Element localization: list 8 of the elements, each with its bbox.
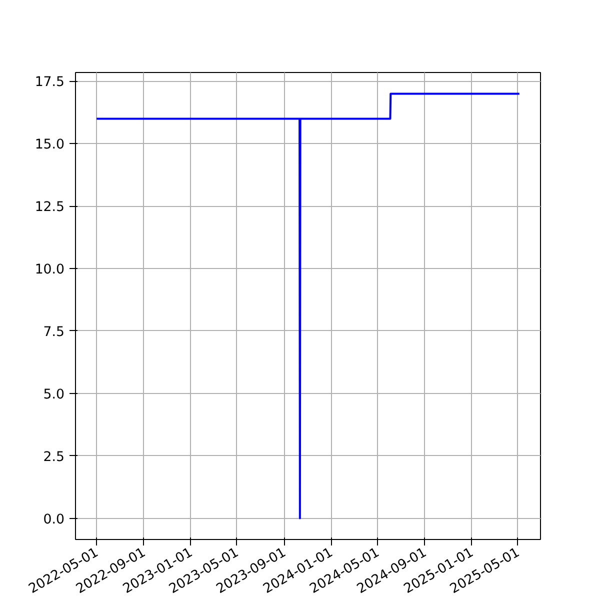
y-tick-label: 2.5 — [43, 450, 65, 465]
y-tick-label: 15.0 — [34, 138, 65, 153]
y-tick-label: 5.0 — [43, 387, 65, 402]
y-tick-label: 0.0 — [43, 512, 65, 528]
y-tick-label: 12.5 — [34, 200, 65, 216]
y-tick-label: 10.0 — [34, 262, 65, 278]
y-tick-label: 7.5 — [43, 324, 65, 340]
y-tick-label: 17.5 — [34, 75, 65, 90]
